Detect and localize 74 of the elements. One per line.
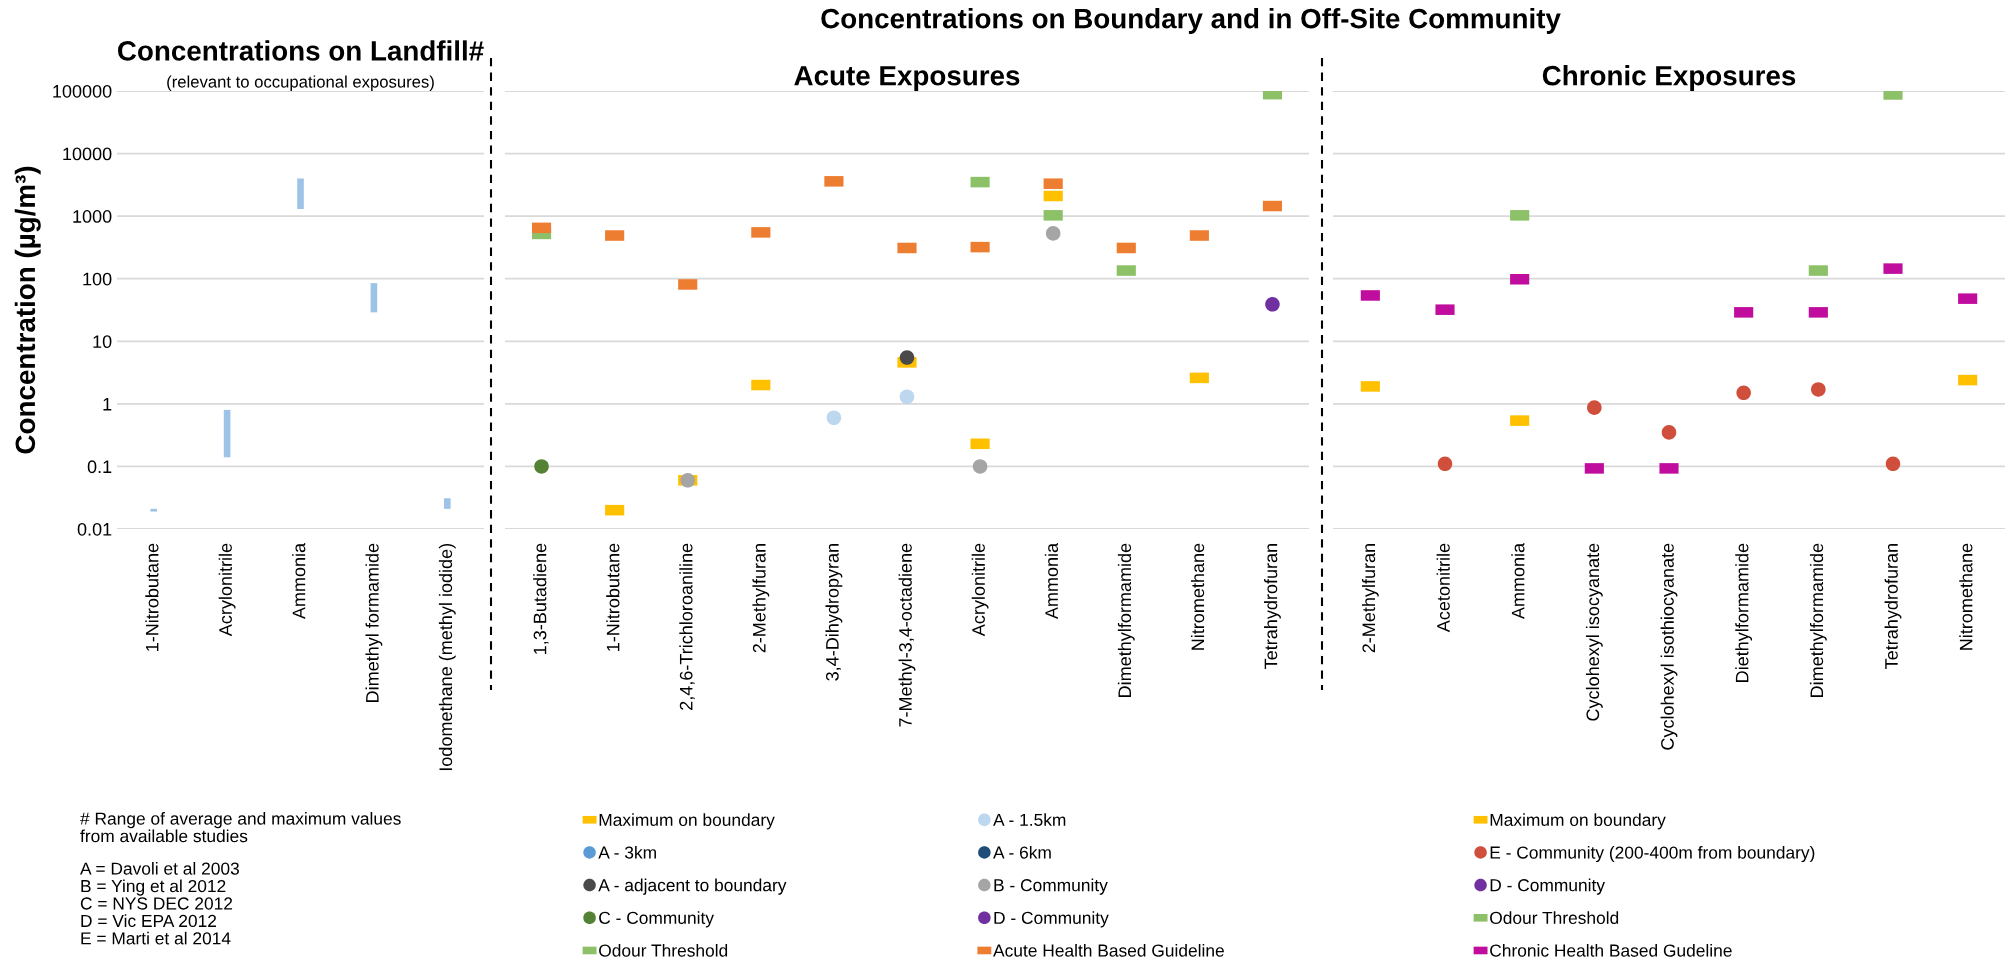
x-tick-label: Acrylonitrile <box>218 543 236 637</box>
y-tick-label: 1 <box>103 397 112 411</box>
x-tick-label: 2-Methylfuran <box>752 544 770 653</box>
x-tick-label: Ammonia <box>1511 542 1525 620</box>
point <box>899 350 915 365</box>
legend-label: C - Community <box>599 911 714 928</box>
x-tick-label: 1,3-Butadiene <box>533 543 549 654</box>
text: # Range of average and maximum values from available studies <box>80 812 401 843</box>
point <box>826 410 842 426</box>
point <box>1587 400 1602 415</box>
x-tick-label: Cyclohexyl isocyanate <box>1585 543 1603 721</box>
x-tick-label: Cyclohexyl isothiocyanate <box>1660 543 1678 750</box>
x-tick-label: 3,4-Dihydropyran <box>825 544 843 681</box>
x-tick-label: Tetrahydrofuran <box>1264 544 1281 669</box>
x-tick-label: 2,4,6-Trichloroaniline <box>679 543 695 710</box>
legend-label: A - 3km <box>598 845 656 859</box>
y-tick-label: 1000 <box>73 210 112 223</box>
legend-label: D - Community <box>994 911 1109 928</box>
legend-label: Maximum on boundary <box>1490 813 1666 830</box>
chart-title: Chronic Exposures <box>1542 65 1796 91</box>
bar <box>297 178 304 210</box>
x-tick-label: Diethylformamide <box>1735 543 1753 682</box>
point <box>534 459 549 474</box>
legend-label: Maximum on boundary <box>599 813 775 830</box>
y-tick-label: 0.1 <box>87 460 112 474</box>
x-tick-label: Nitromethane <box>1190 543 1205 650</box>
bar <box>444 498 451 509</box>
x-tick-label: Nitromethane <box>1959 543 1973 650</box>
legend-label: A - adjacent to boundary <box>598 878 787 895</box>
x-tick-label: 2-Methylfuran <box>1361 544 1379 653</box>
legend-label: E - Community (200-400m from boundary) <box>1490 845 1815 863</box>
legend-label: A - 1.5km <box>993 813 1066 827</box>
chart-title: Concentrations on Landfill# <box>118 40 484 61</box>
x-tick-label: Tetrahydrofuran <box>1884 544 1902 669</box>
text: Concentrations on Boundary and in Off-Site Community <box>821 8 1561 34</box>
chart-title: Acute Exposures <box>794 66 1020 91</box>
legend-label: Odour Threshold <box>1490 911 1619 925</box>
legend-label: Odour Threshold <box>599 943 728 957</box>
x-tick-label: 7-Methyl-3,4-octadiene <box>898 543 916 727</box>
x-tick-label: Ammonia <box>1044 542 1059 620</box>
point <box>899 389 915 405</box>
point <box>972 459 988 474</box>
legend-label: Chronic Health Based Gudeline <box>1490 943 1732 957</box>
point <box>1661 425 1677 440</box>
y-tick-label: 100 <box>83 272 112 286</box>
text: A = Davoli et al 2003 B = Ying et al 2012 C = NYS DEC 2012 D = Vic EPA 2012 E = Marti et al 2014 <box>80 862 239 945</box>
legend-label: D - Community <box>1490 878 1605 895</box>
legend-label: B - Community <box>994 878 1108 895</box>
legend-label: A - 6km <box>993 845 1051 859</box>
x-tick-label: Acetonitrile <box>1436 543 1450 633</box>
x-tick-label: Dimethyl formamide <box>365 543 383 702</box>
x-tick-label: 1-Nitrobutane <box>606 543 620 651</box>
x-tick-label: Acrylonitrile <box>971 543 989 637</box>
y-axis-title: Concentration (µg/m³) <box>14 166 41 454</box>
point <box>1811 382 1826 397</box>
point <box>1045 226 1061 241</box>
bar <box>370 283 378 313</box>
legend-label: Acute Health Based Guideline <box>993 943 1224 957</box>
x-tick-label: 1-Nitrobutane <box>145 543 159 651</box>
x-tick-label: Iodomethane (methyl iodide) <box>438 543 456 771</box>
point <box>1736 385 1751 401</box>
bar <box>150 508 157 512</box>
y-tick-label: 0.01 <box>77 522 112 536</box>
point <box>1437 456 1453 472</box>
x-tick-label: Dimethylformamide <box>1809 543 1827 697</box>
chart-subtitle: (relevant to occupational exposures) <box>167 75 434 91</box>
y-tick-label: 10000 <box>63 147 112 161</box>
point <box>1265 297 1280 312</box>
y-tick-label: 100000 <box>53 84 112 98</box>
x-tick-label: Ammonia <box>292 542 306 620</box>
point <box>1885 456 1901 472</box>
bar <box>223 409 231 458</box>
x-tick-label: Dimethylformamide <box>1117 543 1135 697</box>
y-tick-label: 10 <box>93 335 112 349</box>
